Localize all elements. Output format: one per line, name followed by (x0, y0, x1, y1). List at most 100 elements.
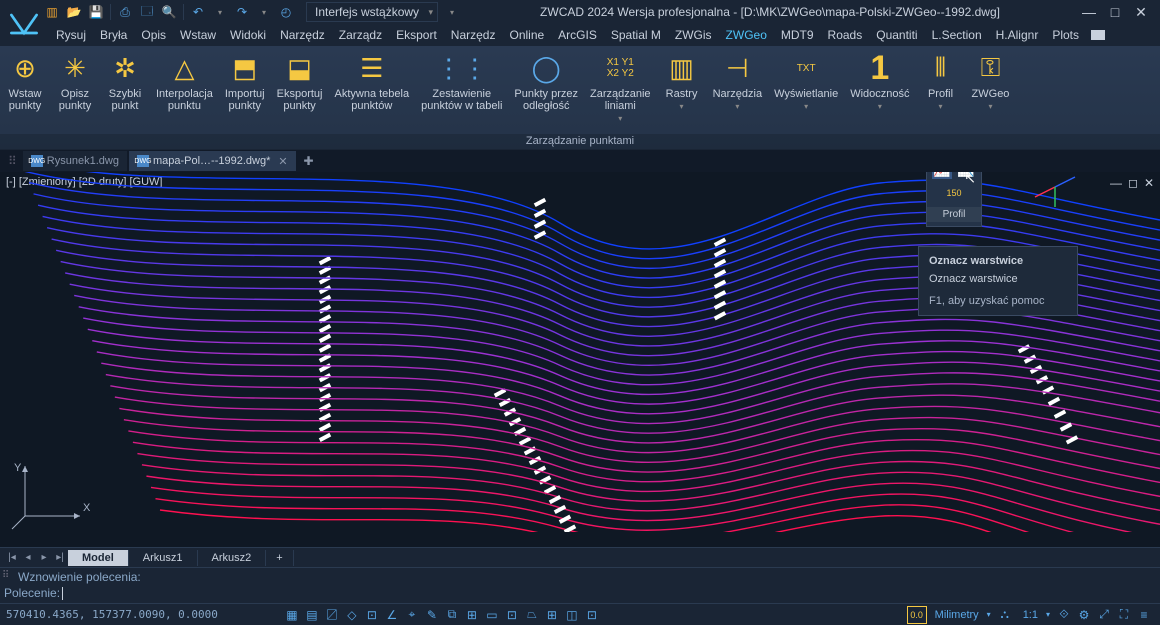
doc-tab[interactable]: DWGmapa-Pol…--1992.dwg*✕ (129, 151, 296, 171)
status-toggle-8[interactable]: ⧉ (442, 606, 462, 624)
doc-tab-new-icon[interactable]: ✚ (298, 151, 320, 171)
ribbon-zwgeo-button[interactable]: ⚿ZWGeo▾ (965, 50, 1015, 134)
layout-nav-first-icon[interactable]: |◂ (4, 552, 20, 563)
ribbon-aktywna-tebela-button[interactable]: ☰Aktywna tebela punktów (328, 50, 415, 134)
ribbon-rastry-button[interactable]: ▥Rastry▾ (657, 50, 707, 134)
ribbon-zestawienie-button[interactable]: ⋮⋮Zestawienie punktów w tabeli (415, 50, 508, 134)
qat-find-icon[interactable]: 🔍 (161, 4, 177, 20)
doc-tab-close-icon[interactable]: ✕ (278, 155, 287, 168)
status-toggle-9[interactable]: ⊞ (462, 606, 482, 624)
qat-workspace-icon[interactable]: ◴ (278, 4, 294, 20)
status-right-toggle-1[interactable]: ⚙ (1074, 606, 1094, 624)
flyout-angle-icon[interactable]: 150 (944, 183, 964, 203)
ribbon-importuj-button[interactable]: ⬒Importuj punkty (219, 50, 271, 134)
menu-item-quantiti[interactable]: Quantiti (870, 26, 923, 44)
status-toggle-3[interactable]: ◇ (342, 606, 362, 624)
qat-more-icon[interactable]: ▾ (444, 4, 460, 20)
status-toggle-12[interactable]: ⏢ (522, 606, 542, 624)
status-toggle-5[interactable]: ∠ (382, 606, 402, 624)
status-toggle-7[interactable]: ✎ (422, 606, 442, 624)
status-toggle-15[interactable]: ⊡ (582, 606, 602, 624)
workspace-dropdown[interactable]: Interfejs wstążkowy (306, 2, 438, 22)
menu-item-bryła[interactable]: Bryła (94, 26, 133, 44)
close-button[interactable]: ✕ (1132, 4, 1150, 21)
units-dd-icon[interactable]: ▾ (987, 610, 991, 619)
layout-tab-add[interactable]: + (266, 550, 293, 566)
layout-nav-last-icon[interactable]: ▸| (52, 552, 68, 563)
ribbon-narzędzia-button[interactable]: ⊣Narzędzia▾ (707, 50, 769, 134)
scale-dd-icon[interactable]: ▾ (1046, 610, 1050, 619)
menu-item-h.alignr[interactable]: H.Alignr (990, 26, 1045, 44)
drawing-canvas[interactable]: [-] [Zmieniony] [2D druty] [GUW] — ◻ ✕ X… (0, 172, 1160, 547)
status-toggle-4[interactable]: ⊡ (362, 606, 382, 624)
status-toggle-6[interactable]: ⌖ (402, 606, 422, 624)
menu-item-zarządz[interactable]: Zarządz (333, 26, 388, 44)
cmd-handle-icon[interactable]: ⠿ (2, 570, 12, 581)
command-line[interactable]: ⠿ Wznowienie polecenia: Polecenie: (0, 567, 1160, 603)
menu-item-zwgis[interactable]: ZWGis (669, 26, 718, 44)
menu-item-mdt9[interactable]: MDT9 (775, 26, 820, 44)
status-toggle-11[interactable]: ⊡ (502, 606, 522, 624)
units-label[interactable]: Milimetry (931, 609, 983, 621)
status-right-toggle-3[interactable]: ⛶ (1114, 606, 1134, 624)
menu-item-plots[interactable]: Plots (1046, 26, 1085, 44)
qat-redo-icon[interactable]: ↷ (234, 4, 250, 20)
layout-tab-arkusz1[interactable]: Arkusz1 (129, 550, 198, 566)
ribbon-interpolacja-button[interactable]: △Interpolacja punktu (150, 50, 219, 134)
layout-nav-prev-icon[interactable]: ◂ (20, 552, 36, 563)
menu-item-wstaw[interactable]: Wstaw (174, 26, 222, 44)
menu-item-spatial m[interactable]: Spatial M (605, 26, 667, 44)
qat-preview-icon[interactable]: 🗔 (139, 4, 155, 20)
qat-new-icon[interactable]: ▥ (44, 4, 60, 20)
ribbon-wstaw-button[interactable]: ⊕Wstaw punkty (0, 50, 50, 134)
menu-item-eksport[interactable]: Eksport (390, 26, 443, 44)
status-right-toggle-4[interactable]: ≡ (1134, 606, 1154, 624)
layout-nav-next-icon[interactable]: ▸ (36, 552, 52, 563)
menu-item-l.section[interactable]: L.Section (926, 26, 988, 44)
status-toggle-10[interactable]: ▭ (482, 606, 502, 624)
qat-save-icon[interactable]: 💾 (88, 4, 104, 20)
menu-item-narzędz[interactable]: Narzędz (445, 26, 502, 44)
annoscale-icon[interactable]: ⛬ (995, 606, 1015, 624)
app-logo[interactable] (4, 4, 44, 44)
layout-tab-arkusz2[interactable]: Arkusz2 (198, 550, 267, 566)
maximize-button[interactable]: □ (1106, 4, 1124, 21)
status-toggle-1[interactable]: ▤ (302, 606, 322, 624)
scale-label[interactable]: 1:1 (1019, 609, 1042, 621)
ribbon-eksportuj-button[interactable]: ⬓Eksportuj punkty (271, 50, 329, 134)
qat-open-icon[interactable]: 📂 (66, 4, 82, 20)
ribbon-widoczność-button[interactable]: 1Widoczność▾ (844, 50, 915, 134)
ribbon-wyświetlanie-button[interactable]: TXTWyświetlanie▾ (768, 50, 844, 134)
status-right-toggle-0[interactable]: ⟐ (1054, 606, 1074, 624)
layout-tab-model[interactable]: Model (68, 550, 129, 566)
doc-tabs-handle-icon[interactable]: ⠿ (4, 154, 21, 168)
menu-app-icon[interactable] (1091, 30, 1105, 40)
status-toggle-14[interactable]: ◫ (562, 606, 582, 624)
menu-item-online[interactable]: Online (503, 26, 550, 44)
flyout-profile-icon[interactable]: 📈 (932, 172, 952, 179)
doc-tab[interactable]: DWGRysunek1.dwg (23, 151, 127, 171)
qat-plot-icon[interactable]: ⎙ (117, 4, 133, 20)
menu-item-zwgeo[interactable]: ZWGeo (720, 26, 773, 44)
qat-undo-dd-icon[interactable]: ▾ (212, 4, 228, 20)
units-icon[interactable]: 0.0 (907, 606, 927, 624)
status-toggle-0[interactable]: ▦ (282, 606, 302, 624)
menu-item-rysuj[interactable]: Rysuj (50, 26, 92, 44)
menu-item-opis[interactable]: Opis (135, 26, 172, 44)
ribbon-szybki-button[interactable]: ✲Szybki punkt (100, 50, 150, 134)
ribbon-punkty-przez-button[interactable]: ◯Punkty przez odległość (508, 50, 584, 134)
status-toggle-13[interactable]: ⊞ (542, 606, 562, 624)
menu-item-widoki[interactable]: Widoki (224, 26, 272, 44)
menu-item-narzędz[interactable]: Narzędz (274, 26, 331, 44)
ribbon-zarządzanie-button[interactable]: X1 Y1 X2 Y2Zarządzanie liniami▾ (584, 50, 657, 134)
qat-redo-dd-icon[interactable]: ▾ (256, 4, 272, 20)
menu-item-arcgis[interactable]: ArcGIS (552, 26, 603, 44)
ribbon-profil-button[interactable]: ⦀Profil▾ (915, 50, 965, 134)
status-toggle-2[interactable]: 〼 (322, 606, 342, 624)
menu-item-roads[interactable]: Roads (822, 26, 869, 44)
minimize-button[interactable]: — (1080, 4, 1098, 21)
qat-undo-icon[interactable]: ↶ (190, 4, 206, 20)
view-cube[interactable] (1030, 172, 1080, 212)
ribbon-opisz-button[interactable]: ✳Opisz punkty (50, 50, 100, 134)
status-right-toggle-2[interactable]: ⤢ (1094, 606, 1114, 624)
